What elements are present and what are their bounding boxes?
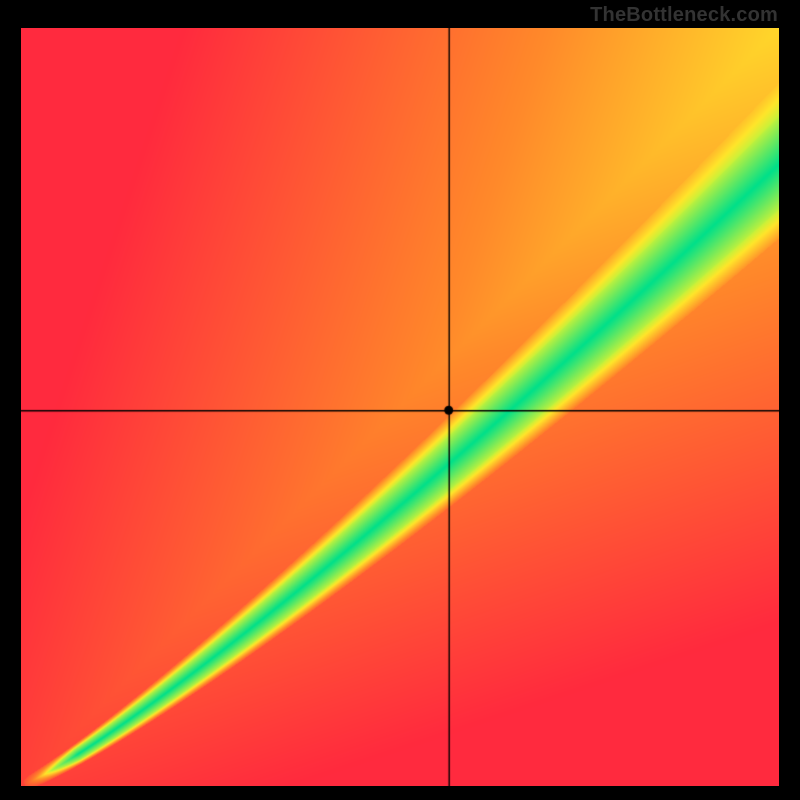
chart-container: TheBottleneck.com — [0, 0, 800, 800]
watermark-label: TheBottleneck.com — [590, 4, 778, 27]
bottleneck-heatmap — [21, 28, 779, 786]
